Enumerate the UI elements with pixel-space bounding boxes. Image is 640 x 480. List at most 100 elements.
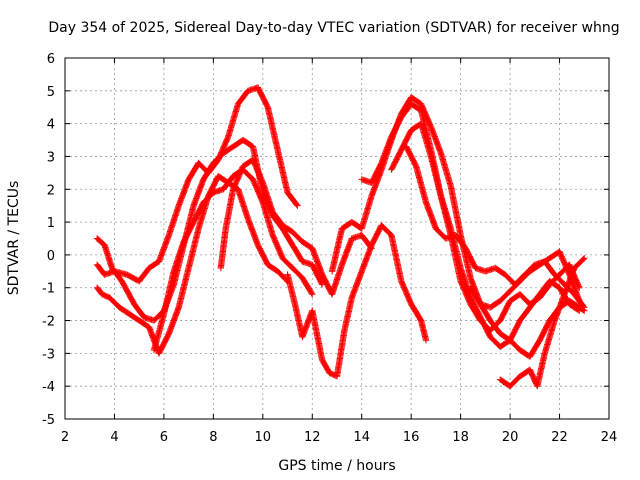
- data-point-run: [452, 232, 468, 251]
- data-point-run: [309, 245, 325, 277]
- data-point-run: [200, 190, 216, 206]
- plot-frame: [64, 57, 610, 420]
- data-point-run: [368, 167, 385, 199]
- data-point-run: [254, 241, 271, 267]
- data-point-run: [131, 300, 147, 320]
- data-point-run: [437, 192, 454, 231]
- data-point-run: [264, 104, 281, 152]
- data-point-run: [408, 94, 424, 107]
- data-point-run: [155, 331, 172, 357]
- data-point-run: [274, 146, 291, 195]
- data-point-run: [576, 304, 587, 314]
- data-point-run: [319, 356, 333, 376]
- data-point-run: [566, 297, 582, 310]
- data-point-run: [234, 88, 251, 108]
- data-point-run: [506, 337, 523, 353]
- data-point-run: [217, 226, 229, 272]
- data-point-run: [432, 225, 449, 241]
- data-point-run: [299, 238, 315, 251]
- series-track-12: [497, 254, 588, 390]
- data-point-run: [516, 291, 533, 307]
- y-tick-label: -3: [42, 347, 55, 362]
- data-point: [422, 337, 430, 344]
- data-point-run: [408, 100, 424, 113]
- data-point-run: [462, 245, 479, 271]
- data-point-run: [106, 294, 122, 310]
- data-point-run: [561, 266, 578, 298]
- data-point-run: [437, 150, 454, 188]
- series-track-3: [93, 172, 291, 357]
- data-point-run: [417, 100, 434, 129]
- x-tick-label: 24: [601, 430, 618, 445]
- data-point-run: [427, 123, 444, 156]
- grid: [65, 58, 609, 419]
- y-tick-label: 5: [47, 85, 55, 100]
- data-point-run: [497, 330, 513, 343]
- data-point-run: [145, 259, 162, 272]
- data-point-run: [309, 307, 326, 362]
- data-point-run: [457, 264, 474, 300]
- x-tick-label: 18: [452, 430, 469, 445]
- data-point: [581, 254, 588, 262]
- data-point-run: [341, 295, 355, 334]
- data-point-run: [215, 134, 231, 163]
- data-point-run: [264, 261, 280, 274]
- data-point-run: [487, 317, 503, 336]
- data-point-run: [93, 235, 107, 248]
- data-point-run: [422, 199, 439, 231]
- series-track-10: [403, 143, 588, 311]
- series-track-4: [150, 166, 316, 354]
- data-point-run: [546, 278, 562, 291]
- data-point-run: [526, 338, 543, 360]
- data-point-run: [328, 262, 345, 298]
- x-tick-label: 8: [209, 430, 217, 445]
- x-tick-label: 2: [61, 430, 69, 445]
- chart-title: Day 354 of 2025, Sidereal Day-to-day VTE…: [48, 20, 619, 36]
- data-point-run: [126, 310, 142, 323]
- data-point-run: [289, 228, 305, 245]
- y-tick-label: 4: [47, 118, 55, 133]
- y-tick-label: -5: [42, 413, 55, 428]
- data-point-run: [284, 189, 300, 208]
- data-point-run: [284, 271, 298, 307]
- data-point-run: [536, 279, 553, 298]
- series-track-2: [93, 84, 301, 285]
- data-point-run: [269, 232, 286, 261]
- data-point-run: [338, 236, 355, 268]
- x-axis-label: GPS time / hours: [278, 458, 395, 474]
- data-point-run: [220, 174, 236, 193]
- data-point-run: [160, 269, 177, 318]
- data-point-run: [190, 177, 207, 209]
- data-point-run: [155, 233, 172, 265]
- data-point-run: [98, 291, 112, 301]
- data-point: [294, 202, 301, 209]
- data-point-run: [358, 193, 375, 232]
- data-point-run: [467, 284, 483, 307]
- x-tick-label: 20: [502, 430, 519, 445]
- data-point-run: [497, 288, 513, 305]
- x-tick-label: 12: [304, 430, 321, 445]
- data-point-run: [417, 317, 429, 343]
- series-track-6: [284, 222, 430, 380]
- data-point-run: [259, 179, 276, 215]
- data-point-run: [333, 328, 348, 380]
- data-point-run: [541, 318, 558, 357]
- data-point-run: [487, 333, 503, 350]
- data-point-run: [403, 143, 419, 169]
- data-point-run: [497, 298, 513, 324]
- data-point-run: [234, 186, 251, 221]
- data-point-run: [551, 271, 567, 287]
- data-point-run: [551, 292, 568, 324]
- x-tick-label: 22: [551, 430, 568, 445]
- data-point-run: [521, 262, 538, 278]
- data-point-run: [269, 209, 285, 228]
- data-point-run: [506, 374, 523, 390]
- data-point-run: [190, 200, 207, 226]
- data-point-run: [279, 255, 295, 271]
- y-tick-label: -4: [42, 380, 55, 395]
- data-point-run: [492, 264, 508, 278]
- data-point-run: [118, 278, 137, 307]
- data-point-run: [205, 157, 221, 177]
- data-point-run: [111, 268, 129, 278]
